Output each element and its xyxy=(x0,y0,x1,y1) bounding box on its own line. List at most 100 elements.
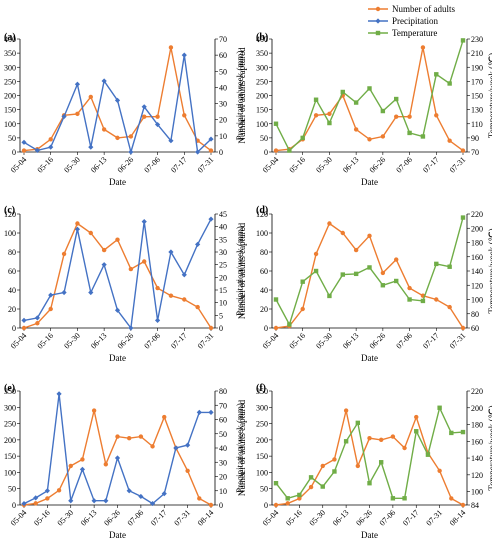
data-point xyxy=(460,502,466,508)
left-tick-label: 100 xyxy=(4,468,16,477)
left-tick-label: 50 xyxy=(8,485,16,494)
data-point xyxy=(320,463,325,469)
right-tick-label: 25 xyxy=(219,261,227,270)
right-tick-label: 150 xyxy=(471,92,483,101)
y-axis-title: Number of adults captured xyxy=(237,399,247,496)
data-point xyxy=(380,108,386,114)
left-tick-label: 400 xyxy=(256,35,268,44)
x-tick-label: 05-30 xyxy=(56,508,76,528)
data-point xyxy=(355,420,361,426)
x-tick-label: 08-14 xyxy=(196,508,216,528)
data-point xyxy=(367,481,372,486)
data-point xyxy=(34,315,40,321)
series-line-0 xyxy=(275,222,464,329)
data-point xyxy=(414,414,419,420)
right-tick-label: 50 xyxy=(219,430,227,439)
data-point xyxy=(327,111,332,117)
data-point xyxy=(182,113,187,118)
data-point xyxy=(138,493,144,500)
data-point xyxy=(332,469,337,474)
left-tick-label: 350 xyxy=(4,387,16,396)
legend-marker-2 xyxy=(375,30,381,36)
right-tick-label: 100 xyxy=(471,296,483,305)
data-point xyxy=(74,226,81,232)
data-point xyxy=(394,96,399,102)
right-tick-label: 190 xyxy=(471,63,483,72)
right-tick-label: 20 xyxy=(219,473,227,482)
series-line-1 xyxy=(23,393,211,505)
data-point xyxy=(21,317,27,323)
x-tick-label: 06-13 xyxy=(89,155,109,175)
left-tick-label: 400 xyxy=(4,35,16,44)
x-tick-label: 07-31 xyxy=(448,331,468,351)
right-tick-label: 10 xyxy=(219,299,227,308)
data-point xyxy=(48,144,54,150)
data-point xyxy=(34,147,40,153)
x-axis-title: Date xyxy=(109,353,126,363)
y-axis-title: Number of adults captured xyxy=(237,47,247,144)
data-point xyxy=(390,434,396,439)
data-point xyxy=(128,134,134,139)
left-tick-label: 80 xyxy=(260,248,268,257)
data-point xyxy=(173,445,179,451)
data-point xyxy=(308,484,314,490)
right-tick-label: 70 xyxy=(219,401,227,410)
x-tick-label: 07-06 xyxy=(126,508,146,528)
data-point xyxy=(114,307,121,313)
data-point xyxy=(273,121,279,126)
data-point xyxy=(460,38,466,43)
left-tick-label: 20 xyxy=(260,305,268,314)
left-tick-label: 250 xyxy=(4,420,16,429)
left-tick-label: 120 xyxy=(256,210,268,219)
data-point xyxy=(273,481,279,486)
right-tick-label: 180 xyxy=(471,239,483,248)
left-tick-label: 300 xyxy=(256,63,268,72)
x-tick-label: 05-16 xyxy=(32,508,52,528)
data-point xyxy=(115,434,120,439)
x-tick-label: 05-04 xyxy=(261,331,281,351)
panel-3: (d) 0 20 40 60 80 100 120 60 80 100 120 140 160 180 200… xyxy=(237,205,492,363)
data-point xyxy=(313,97,319,102)
x-tick-label: 05-16 xyxy=(36,155,56,175)
data-point xyxy=(407,297,412,302)
panel-label: (d) xyxy=(256,205,268,216)
data-point xyxy=(355,463,361,469)
data-point xyxy=(44,488,50,494)
data-point xyxy=(196,409,202,415)
x-tick-label: 07-31 xyxy=(172,508,192,528)
left-tick-label: 100 xyxy=(256,468,268,477)
data-point xyxy=(353,247,359,253)
data-point xyxy=(380,283,386,288)
right-tick-label: 20 xyxy=(219,116,227,125)
right-tick-label: 0 xyxy=(219,148,223,157)
data-point xyxy=(390,496,396,501)
x-tick-label: 07-17 xyxy=(421,155,441,175)
data-point xyxy=(332,457,337,462)
panel-label: (f) xyxy=(256,383,266,394)
x-tick-label: 07-06 xyxy=(394,155,414,175)
left-tick-label: 0 xyxy=(264,501,268,510)
data-point xyxy=(287,322,292,327)
data-point xyxy=(150,444,155,449)
data-point xyxy=(45,496,50,501)
data-point xyxy=(21,139,27,145)
data-point xyxy=(434,113,439,118)
x-tick-label: 05-04 xyxy=(9,155,29,175)
data-point xyxy=(414,429,419,434)
data-point xyxy=(154,121,161,128)
right-tick-label: 60 xyxy=(219,51,227,60)
data-point xyxy=(21,500,27,507)
data-point xyxy=(313,113,319,118)
y2-axis-title: Precipitation/week (mm) xyxy=(235,51,245,141)
left-tick-label: 0 xyxy=(12,324,16,333)
left-tick-label: 40 xyxy=(260,286,268,295)
x-axis-title: Date xyxy=(109,530,126,540)
data-point xyxy=(434,72,439,77)
data-point xyxy=(420,134,426,139)
data-point xyxy=(460,429,466,435)
data-point xyxy=(74,81,81,87)
x-tick-label: 05-04 xyxy=(9,508,29,528)
panel-label: (e) xyxy=(4,383,15,394)
x-tick-label: 06-13 xyxy=(89,331,109,351)
right-tick-label: 80 xyxy=(219,387,227,396)
